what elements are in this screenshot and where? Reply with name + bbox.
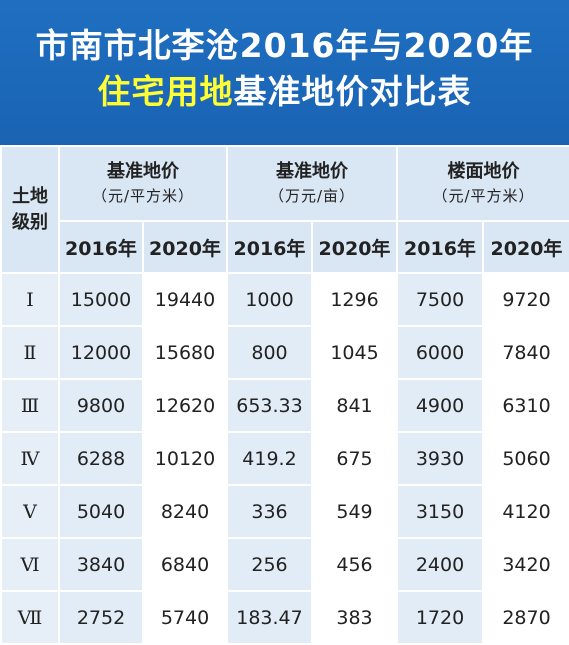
value-cell: 2870 — [482, 590, 569, 645]
value-cell: 3420 — [482, 537, 569, 592]
group-header-3: 楼面地价 （元/平方米） — [396, 145, 569, 222]
year-header: 2020年 — [311, 220, 398, 274]
value-cell: 19440 — [142, 272, 228, 327]
value-cell: 183.47 — [226, 590, 313, 645]
table-row: Ⅲ 9800 12620 653.33 841 4900 6310 — [0, 378, 569, 433]
table-row: Ⅶ 2752 5740 183.47 383 1720 2870 — [0, 590, 569, 645]
year-header: 2016年 — [226, 220, 313, 274]
value-cell: 15000 — [58, 272, 144, 327]
value-cell: 2752 — [58, 590, 144, 645]
group-header-2-title: 基准地价 — [276, 160, 348, 182]
value-cell: 419.2 — [226, 431, 313, 486]
value-cell: 6310 — [482, 378, 569, 433]
table-body: Ⅰ 15000 19440 1000 1296 7500 9720 Ⅱ 12000 15680 80… — [0, 272, 569, 645]
value-cell: 800 — [226, 325, 313, 380]
value-cell: 653.33 — [226, 378, 313, 433]
value-cell: 4120 — [482, 484, 569, 539]
value-cell: 6000 — [396, 325, 484, 380]
value-cell: 675 — [311, 431, 398, 486]
table-row: Ⅴ 5040 8240 336 549 3150 4120 — [0, 484, 569, 539]
value-cell: 9720 — [482, 272, 569, 327]
value-cell: 1720 — [396, 590, 484, 645]
group-header-3-unit: （元/平方米） — [432, 186, 535, 205]
value-cell: 6288 — [58, 431, 144, 486]
grade-cell: Ⅶ — [0, 590, 60, 645]
group-header-1-unit: （元/平方米） — [91, 186, 195, 205]
grade-cell: Ⅵ — [0, 537, 60, 592]
group-header-2: 基准地价 （万元/亩） — [226, 145, 398, 222]
table-row: Ⅳ 6288 10120 419.2 675 3930 5060 — [0, 431, 569, 486]
value-cell: 12620 — [142, 378, 228, 433]
value-cell: 4900 — [396, 378, 484, 433]
title-line-2: 住宅用地基准地价对比表 — [0, 68, 569, 116]
group-header-3-title: 楼面地价 — [447, 160, 520, 182]
grade-cell: Ⅰ — [0, 272, 60, 327]
value-cell: 7500 — [396, 272, 484, 327]
grade-cell: Ⅱ — [0, 325, 60, 380]
group-header-1-title: 基准地价 — [107, 160, 179, 182]
value-cell: 15680 — [142, 325, 228, 380]
value-cell: 3150 — [396, 484, 484, 539]
year-header: 2016年 — [396, 220, 484, 274]
grade-cell: Ⅴ — [0, 484, 60, 539]
value-cell: 2400 — [396, 537, 484, 592]
value-cell: 6840 — [142, 537, 228, 592]
grade-cell: Ⅳ — [0, 431, 60, 486]
value-cell: 5740 — [142, 590, 228, 645]
value-cell: 10120 — [142, 431, 228, 486]
value-cell: 1296 — [311, 272, 398, 327]
title-bar: 市南市北李沧2016年与2020年 住宅用地基准地价对比表 — [0, 0, 569, 145]
table-row: Ⅰ 15000 19440 1000 1296 7500 9720 — [0, 272, 569, 327]
value-cell: 9800 — [58, 378, 144, 433]
value-cell: 3840 — [58, 537, 144, 592]
value-cell: 5040 — [58, 484, 144, 539]
value-cell: 456 — [311, 537, 398, 592]
value-cell: 7840 — [482, 325, 569, 380]
value-cell: 5060 — [482, 431, 569, 486]
grade-cell: Ⅲ — [0, 378, 60, 433]
group-header-1: 基准地价 （元/平方米） — [58, 145, 228, 222]
year-header: 2020年 — [142, 220, 228, 274]
value-cell: 12000 — [58, 325, 144, 380]
value-cell: 1045 — [311, 325, 398, 380]
value-cell: 8240 — [142, 484, 228, 539]
title-highlight: 住宅用地 — [97, 72, 234, 111]
value-cell: 549 — [311, 484, 398, 539]
value-cell: 383 — [311, 590, 398, 645]
year-header: 2016年 — [58, 220, 144, 274]
year-header: 2020年 — [482, 220, 569, 274]
title-rest: 基准地价对比表 — [233, 72, 472, 111]
grade-header: 土地级别 — [0, 145, 60, 274]
value-cell: 3930 — [396, 431, 484, 486]
value-cell: 256 — [226, 537, 313, 592]
value-cell: 336 — [226, 484, 313, 539]
table-row: Ⅵ 3840 6840 256 456 2400 3420 — [0, 537, 569, 592]
table-row: Ⅱ 12000 15680 800 1045 6000 7840 — [0, 325, 569, 380]
group-header-2-unit: （万元/亩） — [268, 186, 356, 205]
value-cell: 841 — [311, 378, 398, 433]
grade-header-label: 土地级别 — [12, 185, 48, 233]
title-line-1: 市南市北李沧2016年与2020年 — [35, 26, 534, 65]
value-cell: 1000 — [226, 272, 313, 327]
land-price-table: 土地级别 基准地价 （元/平方米） 基准地价 （万元/亩） 楼面地价 （元/平方… — [0, 145, 569, 645]
